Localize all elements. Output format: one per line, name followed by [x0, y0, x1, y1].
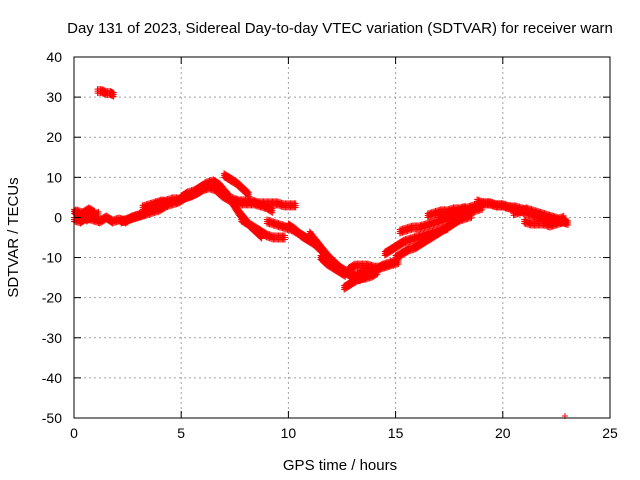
y-tick-label: -50	[42, 410, 62, 426]
data-point	[90, 211, 97, 218]
y-tick-label: -40	[42, 370, 62, 386]
y-tick-label: 10	[46, 169, 62, 185]
x-tick-label: 15	[388, 425, 404, 441]
data-point	[342, 273, 349, 280]
x-tick-label: 10	[281, 425, 297, 441]
data-point	[268, 209, 275, 216]
tick-labels: 0 5 10 15 20 25 -50 -40 -30 -20 -10 0 10 20 30 40	[42, 49, 618, 441]
y-tick-label: 40	[46, 49, 62, 65]
y-tick-label: -30	[42, 330, 62, 346]
data-point	[91, 211, 98, 218]
series-arc-09	[178, 176, 248, 226]
series-arc-17	[317, 252, 349, 280]
series-arc-19	[345, 256, 402, 275]
x-tick-label: 0	[70, 425, 78, 441]
data-point	[341, 273, 348, 280]
grid-lines	[74, 57, 610, 418]
data-points	[71, 86, 571, 419]
chart-title: Day 131 of 2023, Sidereal Day-to-day VTE…	[67, 20, 613, 37]
x-tick-label: 25	[602, 425, 618, 441]
x-tick-label: 20	[495, 425, 511, 441]
series-arc-13	[233, 204, 265, 242]
data-point	[292, 204, 299, 211]
data-point	[257, 234, 264, 241]
data-point	[245, 193, 252, 200]
data-point	[281, 236, 288, 243]
series-arc-11	[229, 194, 299, 211]
y-axis-label: SDTVAR / TECUs	[5, 177, 22, 297]
series-arc-10	[221, 170, 252, 200]
series-arc-07	[143, 194, 181, 215]
data-point	[269, 209, 276, 216]
y-tick-label: -20	[42, 290, 62, 306]
y-tick-label: 0	[54, 209, 62, 225]
y-tick-label: 30	[46, 89, 62, 105]
x-axis-label: GPS time / hours	[283, 457, 397, 474]
y-tick-label: -10	[42, 250, 62, 266]
data-point	[109, 93, 116, 100]
series-arc-16	[306, 228, 364, 285]
plot-frame	[73, 56, 611, 419]
y-tick-label: 20	[46, 129, 62, 145]
data-point	[258, 235, 265, 242]
data-point	[110, 93, 117, 100]
series-arc-04	[94, 86, 117, 100]
axis-ticks	[73, 56, 611, 419]
data-point	[102, 91, 109, 98]
x-tick-label: 5	[177, 425, 185, 441]
